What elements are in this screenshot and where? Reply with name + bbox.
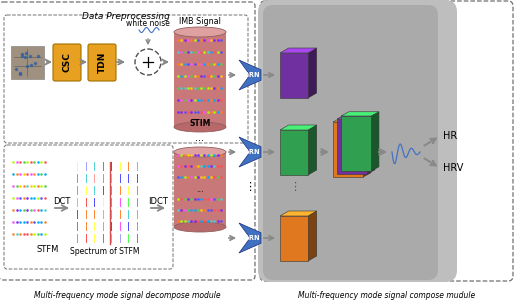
Text: HR: HR [443,131,457,141]
Text: Multi-frequency mode signal compose mudule: Multi-frequency mode signal compose mudu… [298,291,476,300]
Text: SRRN: SRRN [240,235,261,241]
Bar [174,152,226,227]
Polygon shape [371,112,379,171]
Ellipse shape [174,122,226,132]
Text: HRV: HRV [443,163,464,173]
Polygon shape [308,125,316,175]
Text: Multi-frequency mode signal decompose module: Multi-frequency mode signal decompose mo… [34,291,220,300]
Polygon shape [341,116,371,171]
Polygon shape [308,211,316,261]
Text: ⋮: ⋮ [290,182,300,192]
Text: IDCT: IDCT [148,198,168,207]
Polygon shape [333,118,371,122]
Polygon shape [337,115,375,119]
Ellipse shape [174,27,226,37]
Polygon shape [280,211,316,216]
Text: white noise: white noise [126,20,170,28]
FancyBboxPatch shape [11,46,44,79]
Polygon shape [239,223,261,253]
Bar [174,32,226,127]
Polygon shape [280,53,308,98]
Polygon shape [363,118,371,177]
FancyBboxPatch shape [88,44,116,81]
Text: SRRN: SRRN [240,149,261,155]
Polygon shape [280,48,316,53]
Text: ...: ... [195,133,205,143]
Polygon shape [337,119,367,174]
Polygon shape [280,125,316,130]
Text: TDN: TDN [97,52,107,73]
Text: ⋮: ⋮ [244,182,255,192]
Polygon shape [333,122,363,177]
Text: IMB Signal: IMB Signal [179,17,221,25]
Polygon shape [280,130,308,175]
Circle shape [135,49,161,75]
Text: Spectrum of STFM: Spectrum of STFM [70,248,140,256]
Text: CSC: CSC [63,53,71,72]
Text: ...: ... [196,185,204,194]
Polygon shape [280,216,308,261]
FancyBboxPatch shape [53,44,81,81]
FancyBboxPatch shape [258,0,457,282]
Text: STIM: STIM [189,120,211,128]
Ellipse shape [174,147,226,157]
Polygon shape [239,137,261,167]
Polygon shape [341,112,379,116]
Text: SRRN: SRRN [240,72,261,78]
Polygon shape [367,115,375,174]
FancyBboxPatch shape [263,5,438,280]
Ellipse shape [174,222,226,232]
Polygon shape [239,60,261,90]
Text: Data Preprocessing: Data Preprocessing [82,12,170,21]
Polygon shape [308,48,316,98]
Text: DCT: DCT [53,198,70,207]
Text: STFM: STFM [37,246,59,255]
